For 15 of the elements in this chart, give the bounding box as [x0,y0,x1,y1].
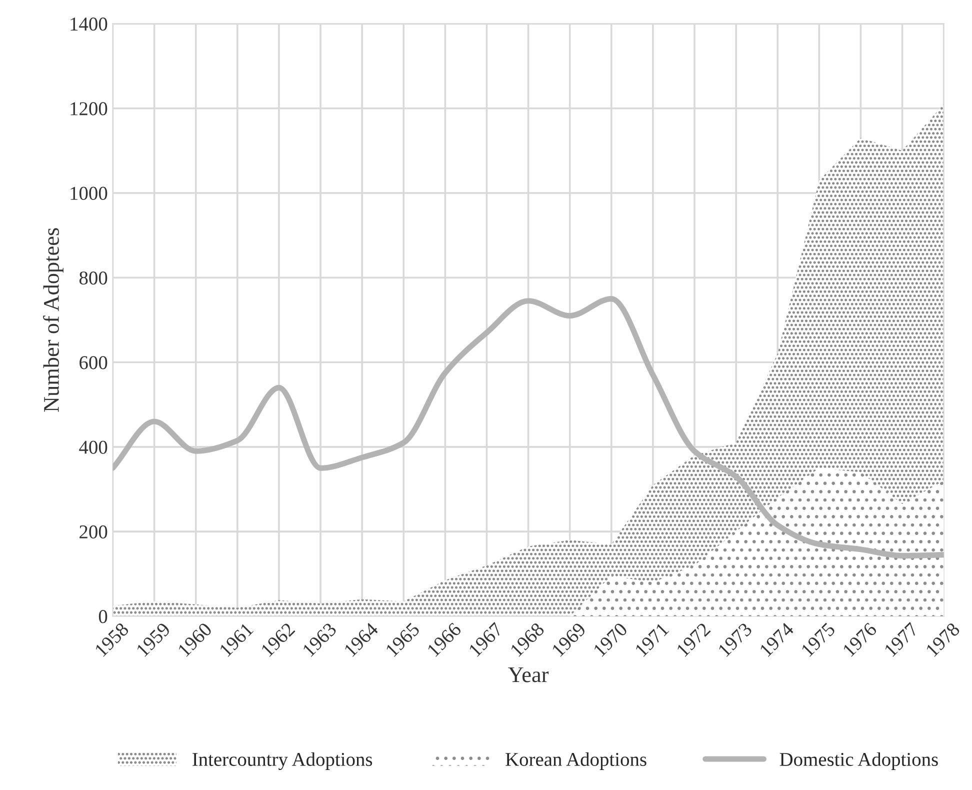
y-tick-label: 1400 [70,18,108,31]
y-tick-label: 0 [98,610,108,624]
y-tick-label: 200 [80,525,108,538]
legend-label: Intercountry Adoptions [192,752,372,770]
y-tick-label: 800 [79,271,108,285]
y-axis-title: Number of Adoptees [43,228,64,412]
y-tick-label: 400 [79,440,108,454]
x-tick-label: 1971 [634,622,670,658]
legend-label: Domestic Adoptions [780,752,938,770]
y-tick-label: 1000 [70,186,108,200]
y-tick-label: 600 [80,356,108,370]
x-tick-label: 1961 [219,622,254,658]
legend-label: Korean Adoptions [506,752,646,770]
x-axis-title: Year [508,667,549,682]
y-tick-label: 1200 [70,102,108,116]
